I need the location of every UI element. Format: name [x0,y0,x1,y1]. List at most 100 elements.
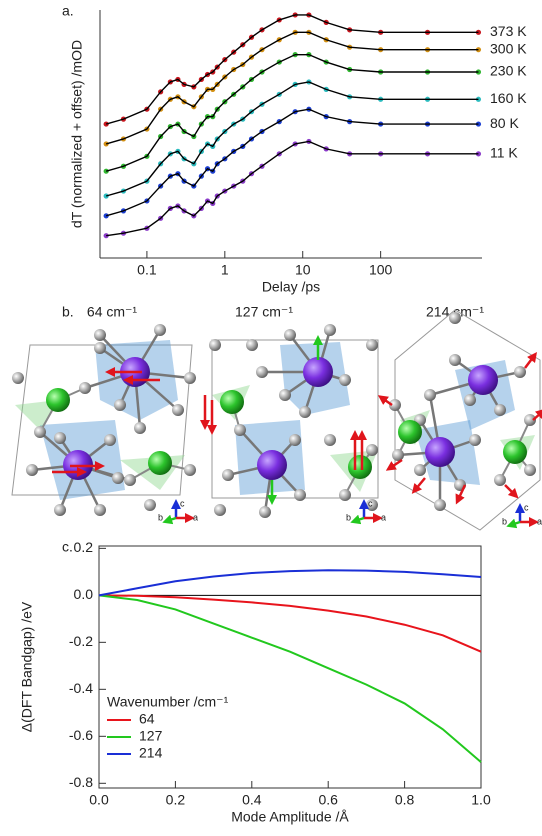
axis-label: a [381,512,386,522]
x-axis-title: Delay /ps [262,279,320,295]
atom [279,389,291,401]
atom [366,444,378,456]
y-tick-label: -0.8 [69,774,93,790]
x-tick-label: 0.0 [89,792,109,808]
displacement-arrow [504,484,519,499]
atom [494,404,506,416]
atom [524,414,536,426]
fit-line [106,140,479,237]
displacement-arrow [532,408,542,421]
axis-label: b [158,512,163,522]
axis-label: b [346,512,351,522]
atom [104,434,116,446]
atom [324,434,336,446]
legend-label: 214 [139,745,163,761]
y-tick-label: -0.6 [69,727,93,743]
atom [222,469,234,481]
x-tick-label: 100 [369,262,393,278]
atom [148,451,172,475]
axis-label: b [502,516,507,526]
atom [284,329,296,341]
mode-label: 64 cm⁻¹ [87,304,138,320]
y-axis-title: dT (normalized + offset) /mOD [69,40,85,228]
atom [114,399,126,411]
panel-label: a. [62,3,74,19]
fit-line [105,108,479,217]
y-tick-label: 0.2 [74,539,94,555]
atom [494,474,506,486]
data-point [103,193,109,199]
panel-label: b. [62,304,74,320]
series-label: 230 K [490,63,527,79]
axis-label: c [524,502,529,512]
atom [214,504,226,516]
atom [184,464,196,476]
atom [54,504,66,516]
y-tick-label: -0.2 [69,633,93,649]
y-axis-title: Δ(DFT Bandgap) /eV [19,601,35,732]
atom [220,390,244,414]
x-tick-label: 0.2 [166,792,186,808]
series-label: 11 K [490,145,518,161]
atom [469,434,481,446]
atom [46,388,70,412]
axis-label: c [180,498,185,508]
atom [79,382,91,394]
series-label: 300 K [490,40,527,56]
atom [464,394,476,406]
panel-label: c. [62,539,73,555]
atom [424,389,436,401]
displacement-arrow [455,484,467,505]
atom [257,450,287,480]
legend-label: 64 [139,711,155,727]
atom [389,399,401,411]
atom [289,434,301,446]
atom [348,455,372,479]
atom [246,339,258,351]
atom [449,312,461,324]
atom [425,437,455,467]
legend-title: Wavenumber /cm⁻¹ [107,694,229,710]
atom [26,464,38,476]
displacement-arrow [524,352,537,369]
mode-label: 214 cm⁻¹ [426,304,484,320]
atom [12,372,24,384]
x-tick-label: 0.1 [137,262,157,278]
fit-line [105,81,479,197]
x-tick-label: 0.4 [242,792,262,808]
atom [259,506,271,518]
series-line [98,594,482,653]
atom [434,499,446,511]
legend-label: 127 [139,728,163,744]
atom [392,449,404,461]
fit-line [105,31,479,145]
atom [124,474,136,486]
series-label: 160 K [490,90,527,106]
cell-outline [394,309,541,531]
displacement-arrow [385,458,403,471]
atom [184,372,196,384]
axis-label: a [193,512,198,522]
series-line [98,594,482,763]
series-label: 373 K [490,23,527,39]
atom [209,339,221,351]
atom [398,420,422,444]
x-tick-label: 1.0 [471,792,491,808]
atom [303,357,333,387]
data-point [103,233,109,239]
atom [134,422,146,434]
atom [299,406,311,418]
atom [324,324,336,336]
displacement-arrow [350,514,365,525]
atom [524,464,536,476]
x-axis-title: Mode Amplitude /Å [231,809,349,825]
displacement-arrow [506,518,521,529]
series-label: 80 K [490,115,519,131]
atom [339,374,351,386]
atom [94,329,106,341]
displacement-arrow [162,514,177,525]
displacement-arrow [377,395,393,407]
axis-label: c [368,498,373,508]
atom [234,424,246,436]
